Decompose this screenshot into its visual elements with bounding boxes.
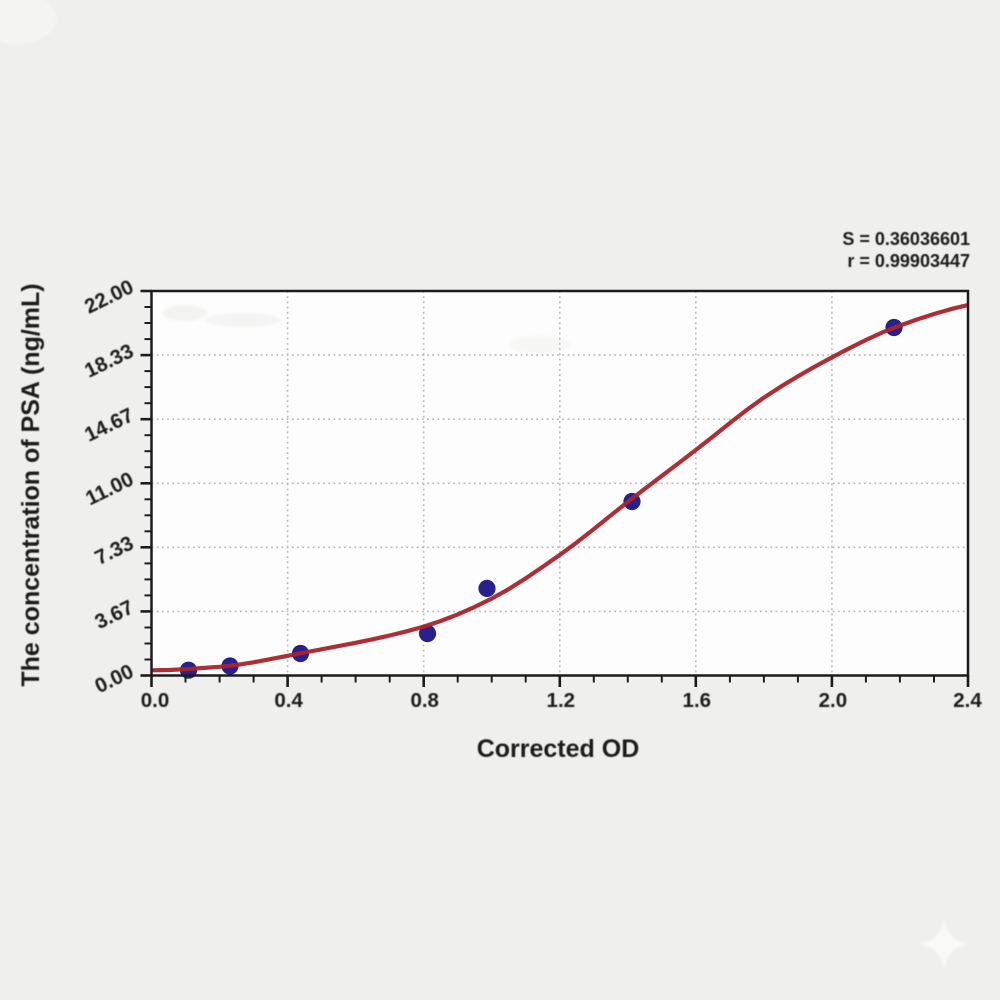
svg-text:2.0: 2.0 <box>819 689 848 712</box>
svg-text:1.6: 1.6 <box>683 689 712 712</box>
svg-text:0.0: 0.0 <box>141 689 170 712</box>
svg-text:1.2: 1.2 <box>547 689 576 712</box>
svg-text:r = 0.99903447: r = 0.99903447 <box>847 251 970 271</box>
svg-text:2.4: 2.4 <box>953 689 982 712</box>
svg-text:The concentration of PSA (ng/m: The concentration of PSA (ng/mL) <box>17 283 45 686</box>
svg-text:0.8: 0.8 <box>410 689 439 712</box>
svg-text:S = 0.36036601: S = 0.36036601 <box>842 229 970 249</box>
svg-text:Corrected OD: Corrected OD <box>477 735 640 763</box>
svg-text:0.4: 0.4 <box>274 689 303 712</box>
